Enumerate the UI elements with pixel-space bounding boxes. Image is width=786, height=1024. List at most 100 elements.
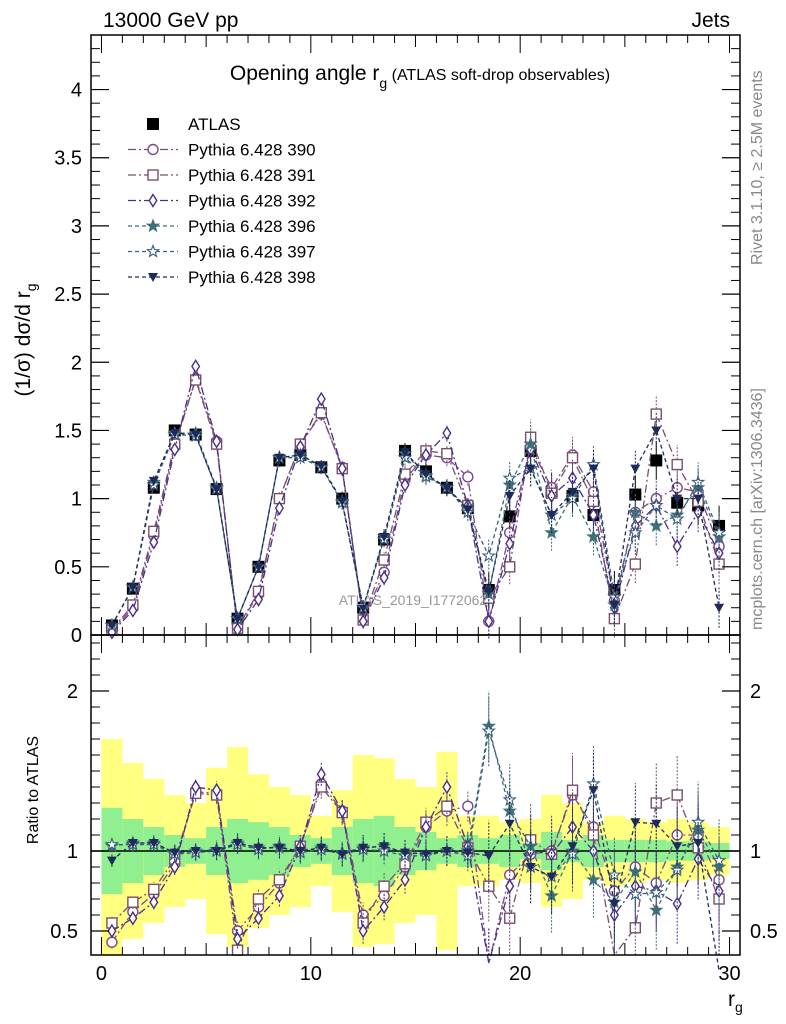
pythia-6-428-391-ratio-point bbox=[315, 781, 327, 793]
y-tick-label: 1 bbox=[71, 489, 82, 511]
legend-marker-pythia-6-428-397 bbox=[145, 243, 161, 258]
pythia-6-428-398-point bbox=[358, 603, 369, 613]
ratio-y-tick-label-right: 1 bbox=[750, 841, 761, 863]
y-tick-label: 4 bbox=[71, 80, 82, 102]
pythia-6-428-397-line bbox=[111, 433, 720, 626]
y-tick-label: 2.5 bbox=[54, 284, 82, 306]
pythia-6-428-391-point bbox=[504, 561, 516, 573]
pythia-6-428-392-point bbox=[547, 488, 557, 504]
pythia-6-428-398-point bbox=[651, 426, 662, 436]
pythia-6-428-392-ratio-point bbox=[191, 779, 201, 795]
pythia-6-428-392-point bbox=[442, 425, 452, 441]
pythia-6-428-392-ratio-point bbox=[337, 803, 347, 819]
pythia-6-428-396-ratio-point bbox=[628, 864, 643, 878]
pythia-6-428-398-point bbox=[588, 464, 599, 474]
pythia-6-428-397-point bbox=[481, 548, 496, 563]
y-axis-label: (1/σ) dσ/d rg bbox=[12, 283, 39, 396]
legend-label-pythia-6-428-390: Pythia 6.428 390 bbox=[188, 141, 316, 160]
pythia-6-428-392-ratio-point bbox=[128, 910, 138, 926]
pythia-6-428-397-ratio-point bbox=[711, 852, 727, 867]
pythia-6-428-392-point bbox=[588, 507, 599, 523]
pythia-6-428-392-point bbox=[149, 534, 159, 550]
x-tick-label: 30 bbox=[718, 963, 740, 985]
pythia-6-428-392-point bbox=[505, 536, 515, 551]
pythia-6-428-398-ratio-point bbox=[546, 872, 557, 882]
pythia-6-428-392-ratio-point bbox=[316, 766, 326, 782]
pythia-6-428-397-ratio-line bbox=[111, 730, 720, 895]
ratio-y-tick-label-left: 2 bbox=[67, 681, 78, 703]
pythia-6-428-392-ratio-point bbox=[212, 782, 222, 798]
pythia-6-428-392-ratio-point bbox=[400, 872, 410, 888]
pythia-6-428-398-point bbox=[630, 464, 641, 474]
pythia-6-428-397-point bbox=[670, 511, 685, 526]
pythia-6-428-397-ratio-point bbox=[481, 723, 496, 738]
pythia-6-428-392-ratio-point bbox=[107, 923, 117, 939]
legend-marker-pythia-6-428-390 bbox=[147, 143, 159, 156]
pythia-6-428-397-ratio-point bbox=[670, 862, 685, 877]
pythia-6-428-392-point bbox=[672, 539, 682, 554]
y-tick-label: 0.5 bbox=[54, 557, 82, 579]
legend-label-pythia-6-428-398: Pythia 6.428 398 bbox=[188, 268, 316, 287]
pythia-6-428-398-point bbox=[253, 562, 264, 572]
pythia-6-428-392-ratio-point bbox=[442, 779, 452, 795]
y-tick-label: 3 bbox=[71, 216, 82, 238]
y-tick-label: 1.5 bbox=[54, 420, 82, 442]
pythia-6-428-398-point bbox=[567, 487, 578, 497]
pythia-6-428-398-point bbox=[316, 461, 327, 471]
pythia-6-428-392-point bbox=[358, 614, 368, 629]
pythia-6-428-392-ratio-point bbox=[421, 819, 431, 835]
pythia-6-428-396-point bbox=[586, 529, 601, 544]
pythia-6-428-398-ratio-point bbox=[379, 842, 390, 852]
pythia-6-428-392-ratio-point bbox=[505, 878, 515, 894]
x-axis-label: rg bbox=[728, 988, 743, 1015]
pythia-6-428-398-point bbox=[400, 448, 411, 458]
pythia-6-428-398-point bbox=[127, 583, 138, 593]
pythia-6-428-398-ratio-point bbox=[588, 786, 599, 796]
pythia-6-428-391-point bbox=[378, 554, 390, 566]
pythia-6-428-398-point bbox=[337, 497, 348, 507]
main-title: Opening angle rg (ATLAS soft-drop observ… bbox=[230, 62, 610, 91]
pythia-6-428-391-ratio-point bbox=[273, 874, 286, 886]
pythia-6-428-398-point bbox=[190, 430, 201, 440]
x-tick-label: 20 bbox=[509, 963, 531, 985]
pythia-6-428-398-ratio-point bbox=[127, 839, 138, 848]
pythia-6-428-398-point bbox=[483, 587, 494, 597]
pythia-6-428-392-point bbox=[379, 570, 389, 586]
ratio-y-axis-label: Ratio to ATLAS bbox=[25, 736, 42, 844]
pythia-6-428-398-line bbox=[111, 428, 720, 626]
x-tick-label: 0 bbox=[96, 963, 107, 985]
ratio-y-tick-label-left: 0.5 bbox=[50, 921, 78, 943]
legend: ATLAS Pythia 6.428 390 Pythia 6.428 391 Pyt… bbox=[128, 115, 316, 287]
x-tick-label: 10 bbox=[300, 963, 322, 985]
pythia-6-428-398-ratio-point bbox=[441, 847, 452, 856]
pythia-6-428-391-point bbox=[315, 407, 327, 419]
pythia-6-428-391-ratio-point bbox=[378, 880, 390, 892]
pythia-6-428-397-point bbox=[649, 497, 664, 512]
pythia-6-428-392-ratio-point bbox=[379, 899, 389, 915]
pythia-6-428-391-ratio-point bbox=[127, 896, 139, 908]
pythia-6-428-398-ratio-point bbox=[337, 850, 348, 860]
pythia-6-428-392-point bbox=[400, 477, 410, 493]
pythia-6-428-398-ratio-point bbox=[525, 863, 536, 872]
pythia-6-428-392-line bbox=[111, 363, 720, 633]
pythia-6-428-398-ratio-point bbox=[672, 842, 683, 852]
pythia-6-428-398-ratio-line bbox=[111, 787, 720, 972]
mcplots-label: mcplots.cern.ch [arXiv:1306.3436] bbox=[749, 388, 766, 630]
pythia-6-428-398-ratio-point bbox=[316, 843, 327, 853]
rivet-label: Rivet 3.1.10, ≥ 2.5M events bbox=[749, 70, 766, 265]
pythia-6-428-392-point bbox=[212, 434, 222, 449]
pythia-6-428-398-ratio-point bbox=[295, 847, 306, 856]
ratio-y-tick-label-left: 1 bbox=[67, 841, 78, 863]
pythia-6-428-391-ratio-point bbox=[148, 883, 160, 896]
pythia-6-428-392-point bbox=[421, 447, 431, 463]
pythia-6-428-398-ratio-point bbox=[420, 850, 431, 860]
pythia-6-428-398-ratio-point bbox=[567, 842, 578, 852]
legend-marker-pythia-6-428-396 bbox=[145, 218, 161, 233]
legend-marker-pythia-6-428-398 bbox=[148, 273, 158, 282]
pythia-6-428-392-point bbox=[128, 603, 138, 618]
legend-label-pythia-6-428-397: Pythia 6.428 397 bbox=[188, 243, 316, 262]
watermark: ATLAS_2019_I1772062 bbox=[339, 592, 488, 608]
y-tick-label: 3.5 bbox=[54, 148, 82, 170]
pythia-6-428-392-ratio-point bbox=[253, 910, 264, 926]
legend-marker-pythia-6-428-391 bbox=[147, 169, 159, 181]
